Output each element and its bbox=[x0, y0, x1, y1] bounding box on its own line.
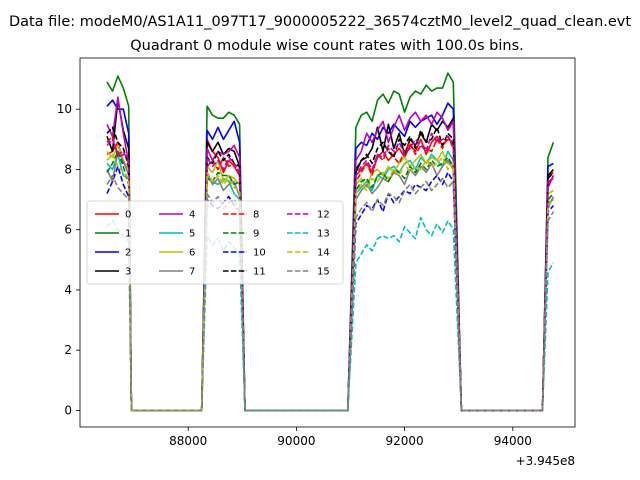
y-tick-label: 2 bbox=[64, 343, 72, 357]
chart-title: Quadrant 0 module wise count rates with … bbox=[130, 38, 524, 54]
legend-label-15: 15 bbox=[317, 267, 330, 278]
legend-label-2: 2 bbox=[125, 248, 131, 259]
legend-label-12: 12 bbox=[317, 210, 330, 221]
x-tick-label: 94000 bbox=[494, 434, 532, 448]
y-tick-label: 10 bbox=[57, 102, 72, 116]
legend-label-1: 1 bbox=[125, 229, 131, 240]
legend-label-6: 6 bbox=[189, 248, 195, 259]
x-tick-label: 90000 bbox=[277, 434, 315, 448]
legend-label-8: 8 bbox=[253, 210, 259, 221]
legend-label-5: 5 bbox=[189, 229, 195, 240]
series-line-15 bbox=[106, 174, 555, 412]
x-tick-label: 92000 bbox=[385, 434, 423, 448]
legend-label-10: 10 bbox=[253, 248, 266, 259]
y-tick-label: 8 bbox=[64, 162, 72, 176]
x-tick-label: 88000 bbox=[169, 434, 207, 448]
series-layer bbox=[106, 72, 555, 412]
legend-label-3: 3 bbox=[125, 267, 131, 278]
chart-suptitle: Data file: modeM0/AS1A11_097T17_90000052… bbox=[9, 14, 631, 30]
legend-frame bbox=[86, 200, 344, 285]
y-tick-label: 0 bbox=[64, 403, 72, 417]
legend-label-4: 4 bbox=[189, 210, 195, 221]
legend-label-0: 0 bbox=[125, 210, 131, 221]
legend-label-14: 14 bbox=[317, 248, 330, 259]
legend-label-11: 11 bbox=[253, 267, 266, 278]
legend-label-9: 9 bbox=[253, 229, 259, 240]
x-offset-label: +3.945e8 bbox=[516, 454, 575, 468]
legend-label-7: 7 bbox=[189, 267, 195, 278]
legend-label-13: 13 bbox=[317, 229, 330, 240]
plot-frame bbox=[79, 57, 576, 428]
y-tick-label: 6 bbox=[64, 223, 72, 237]
y-tick-label: 4 bbox=[64, 283, 72, 297]
